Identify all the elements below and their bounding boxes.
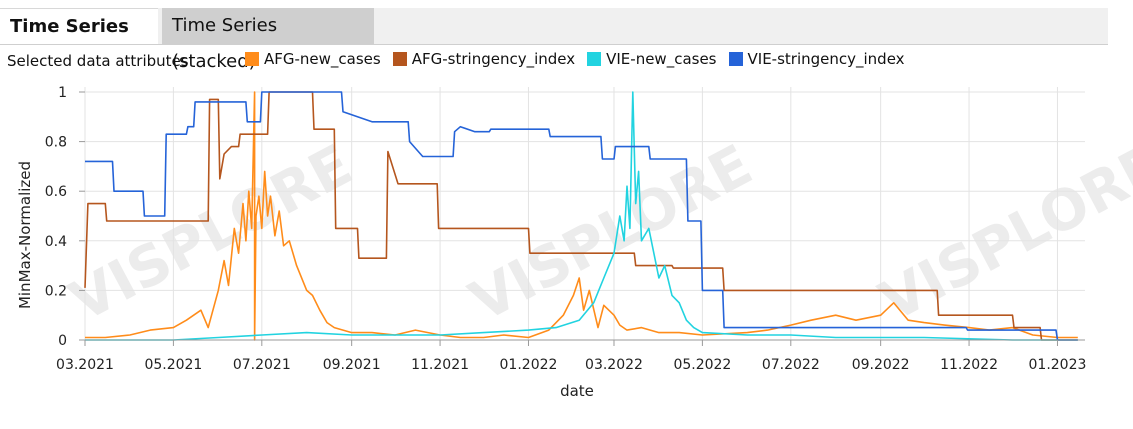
legend-item-vie-stringency-index[interactable]: VIE-stringency_index — [728, 48, 905, 70]
series-line-afg-stringency-index[interactable] — [84, 91, 1078, 341]
x-tick-label: 11.2022 — [940, 357, 998, 373]
tab-time-series[interactable]: Time Series — [0, 8, 158, 44]
y-tick-label: 0.4 — [45, 234, 67, 250]
y-tick-label: 0 — [58, 333, 67, 349]
y-tick-label: 0.8 — [45, 135, 67, 151]
series-line-vie-new-cases[interactable] — [85, 91, 1078, 341]
x-tick-label: 11.2021 — [411, 357, 469, 373]
legend-swatch — [728, 52, 743, 66]
series-line-afg-new-cases[interactable] — [85, 91, 1078, 341]
y-tick-label: 0.2 — [45, 283, 67, 299]
x-tick-label: 01.2022 — [500, 357, 558, 373]
y-tick-label: 1 — [58, 85, 67, 101]
x-axis-ticks: 03.2021 05.2021 07.2021 09.2021 11.2021 01.20… — [56, 340, 1086, 373]
x-tick-label: 09.2021 — [323, 357, 381, 373]
legend-label: AFG-new_cases — [264, 50, 381, 68]
y-tick-label: 0.6 — [45, 184, 67, 200]
legend-swatch — [245, 52, 259, 66]
legend-swatch — [587, 52, 602, 66]
tab-time-series-stacked[interactable]: Time Series (stacked) — [162, 8, 374, 72]
legend-item-afg-new-cases[interactable]: AFG-new_cases — [245, 48, 381, 70]
x-tick-label: 05.2022 — [673, 357, 731, 373]
selected-attributes-label: Selected data attributes — [7, 52, 189, 70]
legend-label: VIE-new_cases — [606, 50, 717, 68]
x-tick-label: 07.2021 — [233, 357, 291, 373]
x-tick-label: 01.2023 — [1029, 357, 1087, 373]
legend-item-afg-stringency-index[interactable]: AFG-stringency_index — [392, 48, 576, 70]
x-axis-label: date — [560, 382, 594, 400]
legend-label: AFG-stringency_index — [411, 50, 576, 68]
x-tick-label: 07.2022 — [762, 357, 820, 373]
x-tick-label: 03.2022 — [585, 357, 643, 373]
tab-bar: Time Series Time Series (stacked) — [0, 8, 1108, 72]
y-axis-label: MinMax-Normalized — [16, 161, 34, 309]
watermark-layer: VISPLORE VISPLORE VISPLORE — [60, 133, 1133, 335]
watermark-text: VISPLORE — [870, 133, 1133, 335]
series-line-vie-stringency-index[interactable] — [85, 91, 1078, 341]
legend-item-vie-new-cases[interactable]: VIE-new_cases — [587, 48, 717, 70]
x-tick-label: 05.2021 — [144, 357, 202, 373]
watermark-text: VISPLORE — [460, 133, 763, 335]
legend-label: VIE-stringency_index — [747, 50, 905, 68]
legend: AFG-new_cases AFG-stringency_index VIE-n… — [245, 48, 905, 70]
x-tick-label: 03.2021 — [56, 357, 114, 373]
legend-swatch — [392, 52, 407, 66]
x-tick-label: 09.2022 — [852, 357, 910, 373]
series-layer — [84, 91, 1078, 341]
y-axis-ticks: 0 0.2 0.4 0.6 0.8 1 — [45, 85, 85, 349]
